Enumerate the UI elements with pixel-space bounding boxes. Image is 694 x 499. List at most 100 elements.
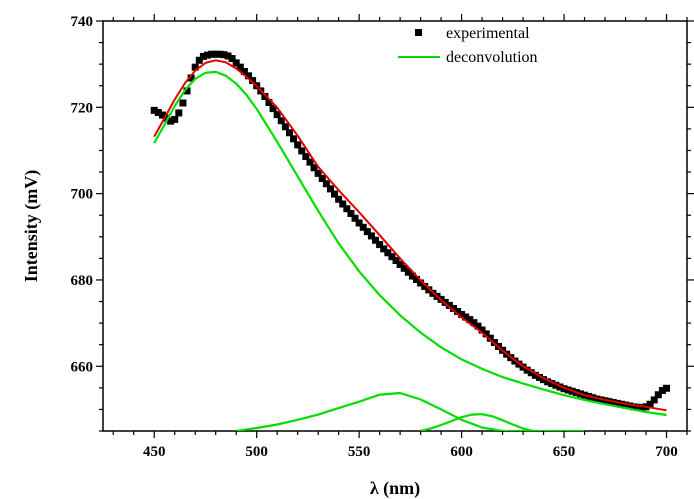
data-point-experimental: [626, 402, 634, 410]
data-point-experimental: [163, 114, 171, 122]
data-point-experimental: [322, 180, 330, 188]
data-point-experimental: [663, 384, 671, 392]
plot-frame: [102, 20, 688, 432]
data-point-experimental: [376, 241, 384, 249]
data-point-experimental: [425, 286, 433, 294]
data-point-experimental: [208, 50, 216, 58]
data-point-experimental: [281, 123, 289, 131]
data-point-experimental: [400, 264, 408, 272]
data-point-experimental: [220, 51, 228, 59]
data-point-experimental: [527, 369, 535, 377]
series-line-fit: [153, 59, 667, 412]
data-point-experimental: [314, 169, 322, 177]
data-point-experimental: [408, 272, 416, 280]
data-point-experimental: [212, 50, 220, 58]
data-point-experimental: [236, 63, 244, 71]
y-tick-label: 680: [71, 273, 94, 289]
y-axis-title: Intensity (mV): [21, 170, 42, 283]
data-point-experimental: [544, 378, 552, 386]
y-tick-label: 660: [71, 359, 94, 375]
data-point-experimental: [167, 117, 175, 125]
data-point-experimental: [617, 400, 625, 408]
series-line-deconvolution: [153, 70, 667, 417]
x-tick-label: 450: [143, 444, 166, 460]
data-point-experimental: [249, 77, 257, 85]
legend-label-experimental: experimental: [446, 25, 530, 42]
data-point-experimental: [179, 99, 187, 107]
axis-labels: 450 500 550 600 650 700 660 680 700 720 740: [71, 14, 678, 460]
data-point-experimental: [195, 56, 203, 64]
data-point-experimental: [482, 330, 490, 338]
data-point-experimental: [154, 108, 162, 116]
data-point-experimental: [310, 164, 318, 172]
series-line-deconvolution-3: [420, 413, 534, 431]
data-point-experimental: [392, 257, 400, 265]
data-point-experimental: [351, 214, 359, 222]
data-point-experimental: [191, 63, 199, 71]
data-point-experimental: [462, 313, 470, 321]
data-point-experimental: [277, 117, 285, 125]
x-tick-label: 650: [553, 444, 576, 460]
data-point-experimental: [593, 395, 601, 403]
data-point-experimental: [384, 249, 392, 257]
data-point-experimental: [486, 334, 494, 342]
data-point-experimental: [273, 111, 281, 119]
data-point-experimental: [380, 245, 388, 253]
data-point-experimental: [531, 371, 539, 379]
data-point-experimental: [421, 282, 429, 290]
data-point-experimental: [244, 72, 252, 80]
data-point-experimental: [269, 105, 277, 113]
data-point-experimental: [240, 67, 248, 75]
data-point-experimental: [396, 260, 404, 268]
data-point-experimental: [290, 135, 298, 143]
data-point-experimental: [335, 195, 343, 203]
data-point-experimental: [413, 276, 421, 284]
x-axis-title: λ (nm): [370, 478, 420, 499]
data-point-experimental: [158, 111, 166, 119]
data-point-experimental: [298, 147, 306, 155]
data-point-experimental: [458, 310, 466, 318]
data-point-experimental: [474, 322, 482, 330]
data-point-experimental: [150, 106, 158, 114]
data-point-experimental: [285, 129, 293, 137]
data-point-experimental: [339, 200, 347, 208]
x-tick-label: 700: [655, 444, 678, 460]
data-point-experimental: [347, 209, 355, 217]
data-point-experimental: [445, 301, 453, 309]
data-point-experimental: [326, 185, 334, 193]
data-point-experimental: [634, 403, 642, 411]
data-point-experimental: [449, 304, 457, 312]
legend-marker-experimental: [415, 29, 422, 36]
data-point-experimental: [630, 403, 638, 411]
data-point-experimental: [638, 404, 646, 412]
data-point-experimental: [609, 399, 617, 407]
data-point-experimental: [654, 391, 662, 399]
data-point-experimental: [343, 205, 351, 213]
data-point-experimental: [318, 175, 326, 183]
data-point-experimental: [265, 99, 273, 107]
x-tick-label: 550: [348, 444, 371, 460]
axis-ticks: [96, 14, 694, 438]
data-point-experimental: [552, 381, 560, 389]
y-tick-label: 740: [71, 14, 94, 30]
data-point-experimental: [261, 93, 269, 101]
data-point-experimental: [224, 52, 232, 60]
data-point-experimental: [453, 307, 461, 315]
data-point-experimental: [175, 109, 183, 117]
data-point-experimental: [478, 326, 486, 334]
data-point-experimental: [404, 268, 412, 276]
data-point-experimental: [417, 279, 425, 287]
legend: experimental deconvolution: [398, 25, 538, 66]
data-point-experimental: [359, 223, 367, 231]
data-point-experimental: [388, 253, 396, 261]
data-point-experimental: [199, 52, 207, 60]
data-point-experimental: [363, 228, 371, 236]
data-point-experimental: [331, 190, 339, 198]
data-point-experimental: [548, 380, 556, 388]
data-point-experimental: [540, 376, 548, 384]
data-point-experimental: [232, 59, 240, 67]
data-point-experimental: [372, 236, 380, 244]
y-tick-label: 700: [71, 187, 94, 203]
series-layer: [150, 50, 671, 431]
